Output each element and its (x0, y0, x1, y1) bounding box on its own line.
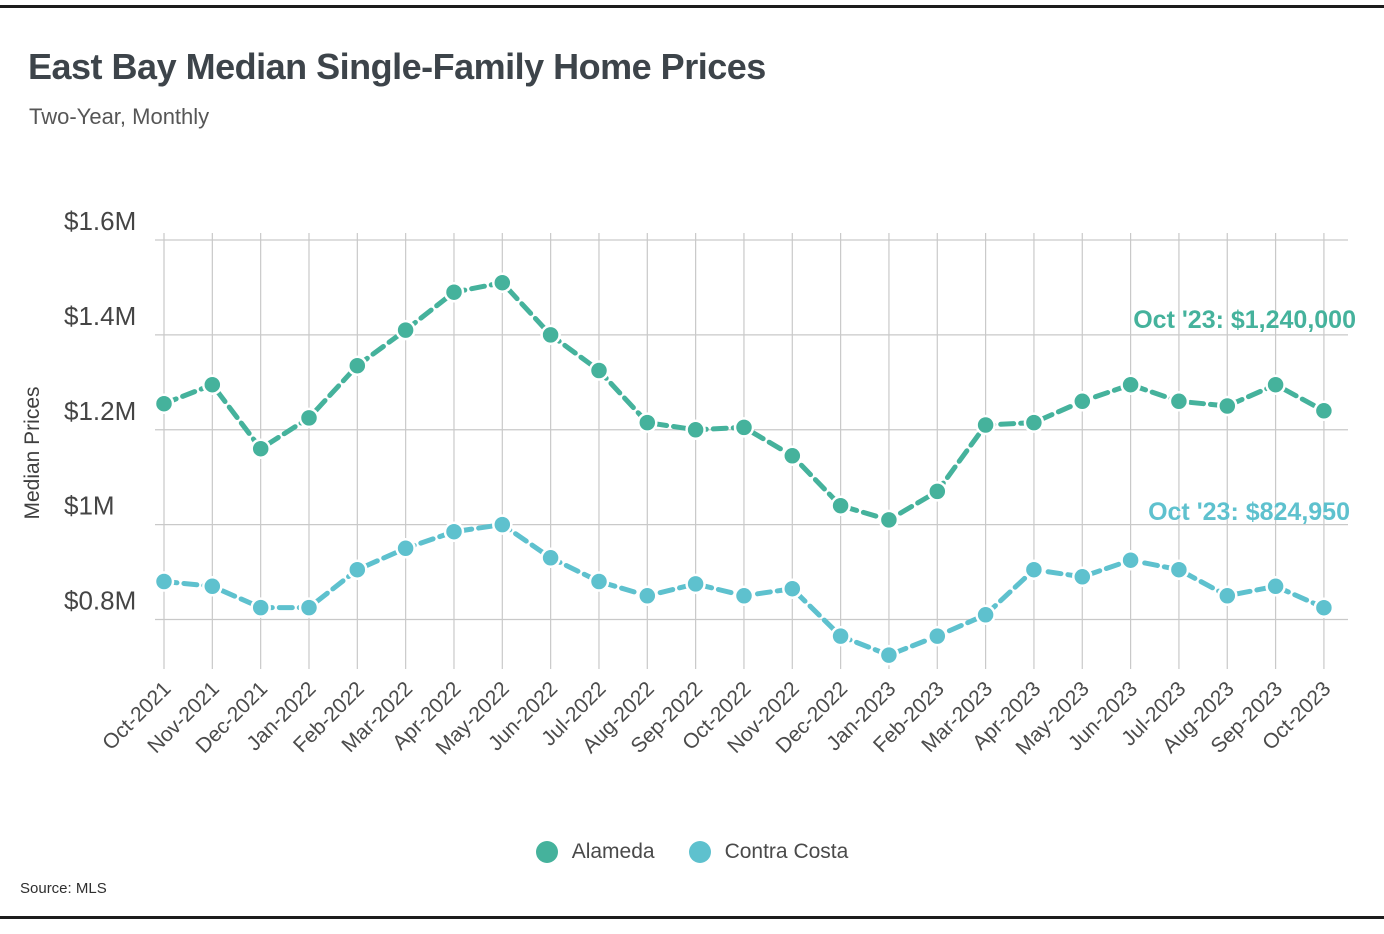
data-point-contra-costa (637, 585, 658, 607)
data-point-contra-costa (1217, 585, 1238, 607)
y-tick-label: $0.8M (64, 586, 136, 616)
bottom-border-line (0, 916, 1384, 919)
data-point-alameda (878, 509, 900, 531)
alameda-legend-label: Alameda (571, 840, 655, 863)
data-point-alameda (153, 393, 175, 414)
y-tick-label: $1.2M (64, 396, 136, 426)
data-point-alameda (395, 319, 416, 341)
data-point-alameda (830, 495, 851, 516)
data-point-contra-costa (153, 571, 175, 592)
data-point-contra-costa (733, 585, 755, 607)
contra-costa-legend-dot-icon (688, 841, 711, 863)
contra-costa-legend-label: Contra Costa (724, 840, 849, 863)
data-point-contra-costa (347, 559, 368, 580)
data-point-alameda (1217, 395, 1238, 417)
data-point-alameda (733, 417, 755, 438)
data-point-contra-costa (1072, 566, 1093, 588)
data-point-alameda (782, 445, 803, 467)
data-point-contra-costa (927, 625, 948, 647)
top-border-line (0, 5, 1384, 8)
data-point-alameda (298, 407, 320, 429)
chart-title: East Bay Median Single-Family Home Price… (28, 46, 766, 87)
data-point-contra-costa (492, 514, 513, 535)
data-point-alameda (685, 419, 706, 441)
data-point-contra-costa (878, 644, 900, 666)
alameda-legend-dot-icon (535, 841, 558, 863)
data-point-alameda (492, 272, 513, 293)
data-point-contra-costa (202, 576, 223, 597)
data-point-contra-costa (1023, 559, 1045, 580)
data-point-alameda (975, 414, 996, 436)
data-point-alameda (588, 360, 610, 381)
legend: Alameda Contra Costa (0, 840, 1384, 864)
data-point-contra-costa (298, 597, 320, 618)
data-point-alameda (1023, 412, 1045, 433)
data-point-contra-costa (1313, 597, 1335, 618)
data-point-contra-costa (975, 604, 996, 626)
data-point-contra-costa (685, 573, 706, 595)
y-tick-label: $1.4M (64, 301, 136, 331)
data-point-contra-costa (443, 521, 465, 542)
alameda-annotation: Oct '23: $1,240,000 (1133, 306, 1356, 334)
data-point-alameda (250, 438, 271, 459)
legend-item-alameda: Alameda (535, 840, 655, 864)
legend-item-contra-costa: Contra Costa (688, 840, 849, 864)
data-point-alameda (637, 412, 658, 433)
data-point-alameda (443, 281, 465, 303)
y-tick-label: $1M (64, 491, 115, 521)
data-point-contra-costa (1120, 549, 1141, 571)
data-point-contra-costa (830, 625, 851, 647)
data-point-contra-costa (588, 571, 610, 592)
data-point-alameda (1072, 391, 1093, 412)
data-point-alameda (1120, 374, 1141, 395)
y-tick-label: $1.6M (64, 206, 136, 236)
data-point-alameda (347, 355, 368, 376)
source-note: Source: MLS (20, 880, 107, 897)
data-point-alameda (540, 324, 561, 346)
data-point-alameda (1313, 400, 1335, 422)
contra-costa-annotation: Oct '23: $824,950 (1148, 498, 1350, 526)
data-point-contra-costa (1168, 559, 1190, 580)
data-point-contra-costa (395, 538, 416, 559)
data-point-contra-costa (540, 547, 561, 569)
data-point-alameda (202, 374, 223, 395)
data-point-alameda (927, 481, 948, 502)
data-point-alameda (1168, 391, 1190, 412)
data-point-alameda (1265, 374, 1286, 395)
data-point-contra-costa (782, 578, 803, 599)
chart-subtitle: Two-Year, Monthly (29, 104, 210, 129)
data-point-contra-costa (1265, 576, 1286, 597)
data-point-contra-costa (250, 597, 271, 618)
